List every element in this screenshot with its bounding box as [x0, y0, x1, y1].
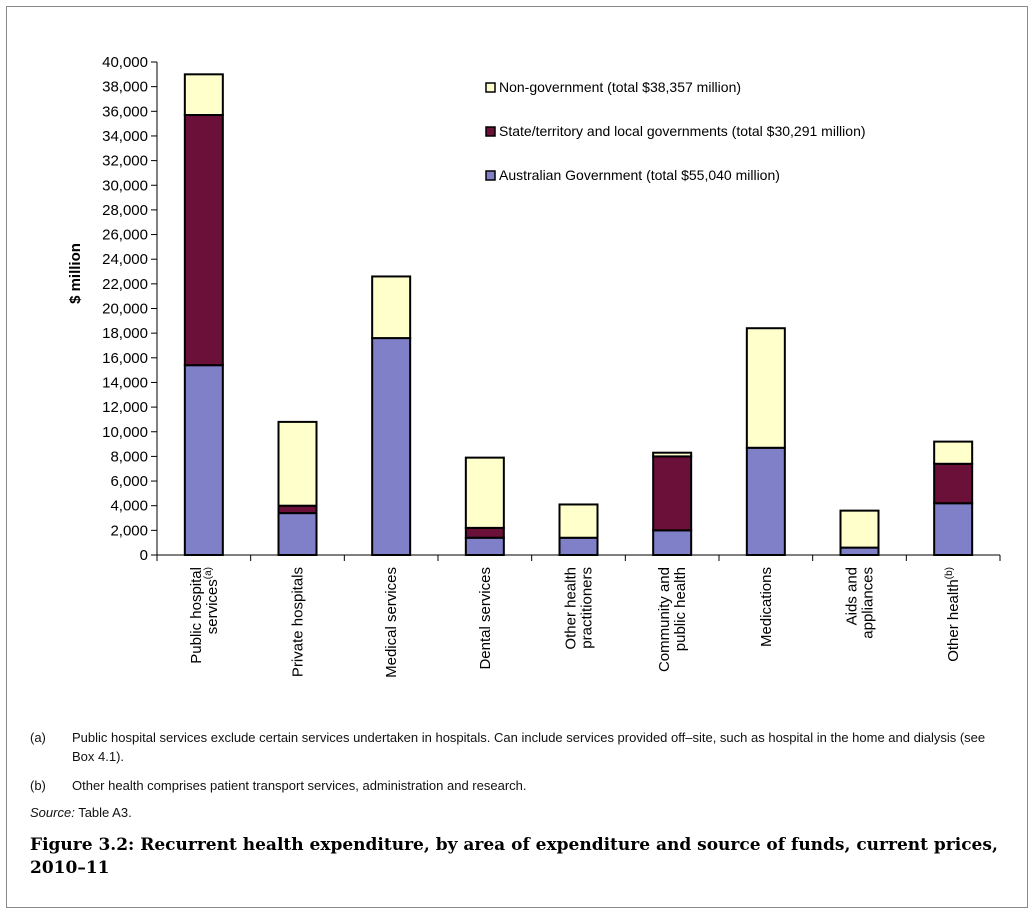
- y-tick-label: 2,000: [110, 522, 148, 539]
- category-text: services: [204, 579, 221, 634]
- note-text: Public hospital services exclude certain…: [72, 730, 986, 764]
- y-tick-label: 12,000: [102, 399, 148, 416]
- y-tick-label: 0: [140, 547, 148, 564]
- bar-segment: [745, 446, 786, 556]
- x-category-label: services(a): [203, 567, 221, 634]
- y-tick-label: 34,000: [102, 128, 148, 145]
- figure-notes: (a) Public hospital services exclude cer…: [30, 728, 1000, 880]
- y-tick-label: 10,000: [102, 424, 148, 441]
- x-category-label: Medical services: [383, 567, 400, 678]
- bar-segment: [839, 546, 880, 556]
- legend-swatch: [485, 170, 496, 181]
- x-category-label: Aids and: [844, 567, 861, 625]
- source-label: Source:: [30, 805, 75, 820]
- y-tick-label: 16,000: [102, 350, 148, 367]
- bar-segment: [464, 526, 505, 539]
- x-category-label: appliances: [860, 567, 877, 639]
- bar-segment: [839, 509, 880, 549]
- source-text: Table A3.: [74, 805, 132, 820]
- bar-segment: [464, 456, 505, 529]
- x-category-label: Community and: [656, 567, 673, 672]
- legend-label: State/territory and local governments (t…: [499, 123, 866, 139]
- y-axis: 0 2,000 4,000 6,000 8,000 10,000 12,000 14,000 1…: [102, 54, 158, 564]
- category-text: Other health: [945, 579, 962, 662]
- bar-segment: [933, 502, 974, 556]
- y-tick-label: 4,000: [110, 498, 148, 515]
- footnote-marker: (a): [203, 567, 214, 579]
- y-tick-label: 24,000: [102, 251, 148, 268]
- x-axis: Public hospital services(a) Private hospit…: [156, 554, 1001, 678]
- x-category-label: Dental services: [477, 567, 494, 670]
- legend-swatch: [485, 82, 496, 93]
- figure-frame: [6, 6, 1028, 908]
- y-tick-label: 14,000: [102, 374, 148, 391]
- y-tick-label: 28,000: [102, 202, 148, 219]
- y-tick-label: 30,000: [102, 177, 148, 194]
- y-tick-label: 6,000: [110, 473, 148, 490]
- legend-label: Non-government (total $38,357 million): [499, 79, 741, 95]
- bar-segment: [933, 440, 974, 465]
- bar-segment: [277, 420, 318, 507]
- bar-segment: [745, 327, 786, 449]
- y-tick-label: 18,000: [102, 325, 148, 342]
- legend: Non-government (total $38,357 million) St…: [485, 79, 866, 183]
- y-tick-label: 38,000: [102, 79, 148, 96]
- bar-segment: [558, 536, 599, 556]
- source-line: Source: Table A3.: [30, 805, 1000, 820]
- x-category-label: Public hospital: [188, 567, 205, 664]
- x-category-label: Private hospitals: [290, 567, 307, 677]
- bar-segment: [652, 455, 693, 532]
- bar-segment: [277, 504, 318, 515]
- x-category-label: practitioners: [579, 567, 596, 649]
- bar-segment: [183, 364, 224, 556]
- bar-segment: [652, 451, 693, 458]
- bar-segment: [183, 73, 224, 116]
- note-text: Other health comprises patient transport…: [72, 778, 527, 793]
- y-axis-label: $ million: [67, 243, 84, 304]
- bar-segment: [371, 337, 412, 556]
- y-tick-label: 36,000: [102, 103, 148, 120]
- y-tick-label: 26,000: [102, 227, 148, 244]
- bar-stacks: [183, 73, 974, 556]
- bar-segment: [558, 503, 599, 539]
- y-tick-label: 8,000: [110, 448, 148, 465]
- legend-swatch: [485, 126, 496, 137]
- bar-segment: [277, 512, 318, 556]
- bar-segment: [652, 529, 693, 556]
- y-tick-label: 32,000: [102, 153, 148, 170]
- bar-segment: [183, 113, 224, 367]
- y-tick-label: 22,000: [102, 276, 148, 293]
- note-a: (a) Public hospital services exclude cer…: [30, 728, 1000, 766]
- bar-segment: [933, 462, 974, 505]
- x-category-label: Other health(b): [944, 567, 962, 662]
- note-b: (b) Other health comprises patient trans…: [30, 776, 1000, 795]
- figure-caption: Figure 3.2: Recurrent health expenditure…: [30, 835, 998, 878]
- bar-segment: [464, 536, 505, 556]
- note-key: (b): [30, 778, 46, 793]
- x-category-label: public health: [672, 567, 689, 651]
- y-tick-label: 40,000: [102, 54, 148, 71]
- footnote-marker: (b): [944, 567, 955, 579]
- note-key: (a): [30, 730, 46, 745]
- x-category-label: Medications: [758, 567, 775, 647]
- stacked-bar-chart: 0 2,000 4,000 6,000 8,000 10,000 12,000 14,000 1…: [67, 54, 1001, 678]
- x-category-label: Other health: [563, 567, 580, 650]
- y-tick-label: 20,000: [102, 301, 148, 318]
- legend-label: Australian Government (total $55,040 mil…: [499, 167, 780, 183]
- bar-segment: [371, 275, 412, 340]
